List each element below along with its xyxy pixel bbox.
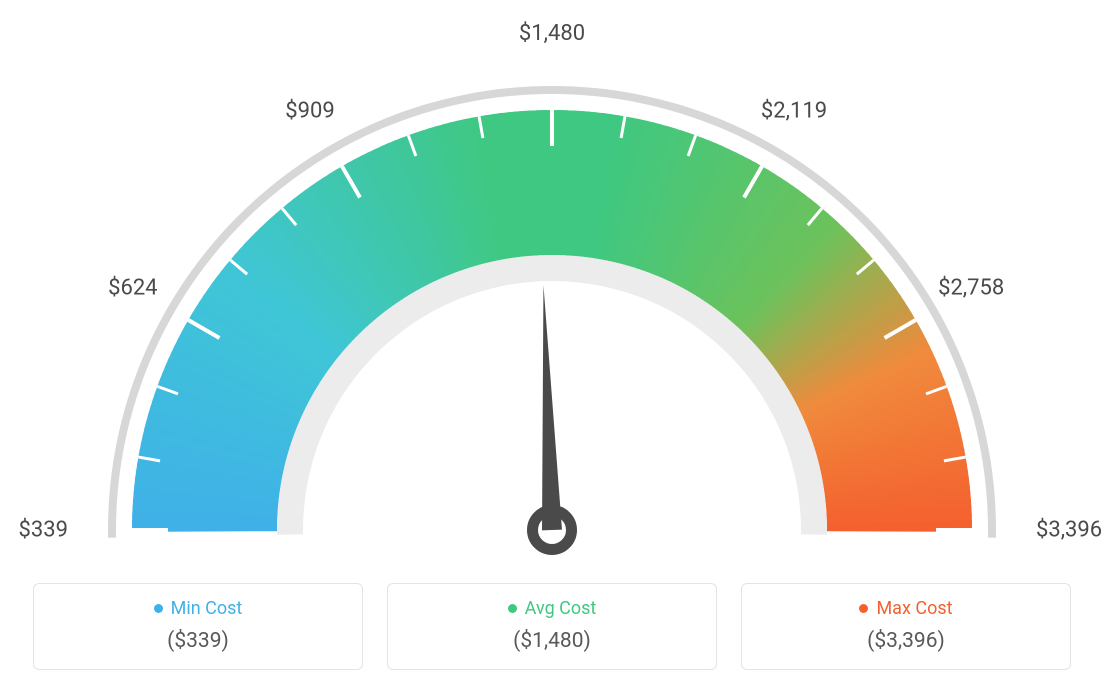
legend-dot-min xyxy=(154,604,163,613)
gauge-needle xyxy=(542,285,562,530)
legend-card-min: Min Cost ($339) xyxy=(33,583,363,670)
gauge-tick-label: $2,758 xyxy=(938,276,1004,301)
legend-dot-max xyxy=(859,604,868,613)
gauge-tick-label: $3,396 xyxy=(1036,518,1102,543)
legend-card-max: Max Cost ($3,396) xyxy=(741,583,1071,670)
gauge-tick-label: $2,119 xyxy=(761,98,827,123)
legend-value-max: ($3,396) xyxy=(760,629,1052,653)
legend-title-min: Min Cost xyxy=(171,598,243,619)
legend-value-avg: ($1,480) xyxy=(406,629,698,653)
gauge-tick-label: $624 xyxy=(108,276,157,301)
legend-title-avg: Avg Cost xyxy=(525,598,597,619)
legend-row: Min Cost ($339) Avg Cost ($1,480) Max Co… xyxy=(0,583,1104,670)
gauge-tick-label: $1,480 xyxy=(519,21,585,46)
legend-dot-avg xyxy=(508,604,517,613)
legend-card-avg: Avg Cost ($1,480) xyxy=(387,583,717,670)
legend-value-min: ($339) xyxy=(52,629,344,653)
gauge-chart: $339 $624 $909 $1,480 $2,119 $2,758 $3,396 xyxy=(0,0,1104,560)
gauge-tick-label: $909 xyxy=(285,98,334,123)
legend-title-max: Max Cost xyxy=(876,598,952,619)
gauge-tick-label: $339 xyxy=(19,518,68,543)
